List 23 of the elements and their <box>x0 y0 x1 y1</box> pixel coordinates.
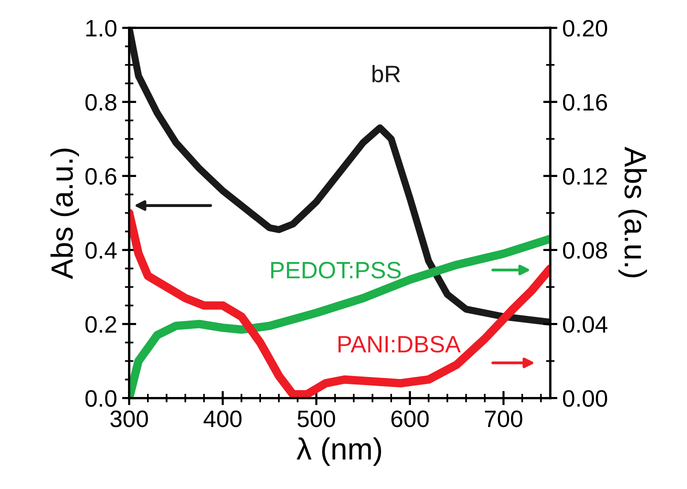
y-tick-label: 0.8 <box>85 94 116 111</box>
y2-tick-label: 0.20 <box>563 20 608 37</box>
y2-tick-label: 0.12 <box>563 168 607 185</box>
x-tick-label: 300 <box>110 410 148 428</box>
series-label: bR <box>372 64 400 82</box>
y-tick-label: 1.0 <box>86 20 116 37</box>
x-tick-label: 600 <box>391 410 429 428</box>
y2-tick-label: 0.16 <box>563 94 608 111</box>
y-tick-label: 0.0 <box>85 390 116 407</box>
y-tick-label: 0.6 <box>85 168 116 185</box>
x-axis-title: λ (nm) <box>296 437 382 466</box>
x-tick-label: 700 <box>485 410 522 428</box>
y-tick-label: 0.4 <box>85 242 117 259</box>
x-tick-label: 400 <box>204 410 242 428</box>
x-tick-label: 500 <box>298 410 336 428</box>
y2-tick-label: 0.04 <box>563 316 608 333</box>
y2-tick-label: 0.00 <box>563 390 608 407</box>
series-label: PANI:DBSA <box>338 336 461 353</box>
y-axis-title: Abs (a.u.) <box>50 148 79 280</box>
series-label: PEDOT:PSS <box>271 262 401 279</box>
y-tick-label: 0.2 <box>85 316 116 333</box>
y2-axis-title: Abs (a.u.) <box>618 146 647 278</box>
y2-tick-label: 0.08 <box>563 242 608 259</box>
